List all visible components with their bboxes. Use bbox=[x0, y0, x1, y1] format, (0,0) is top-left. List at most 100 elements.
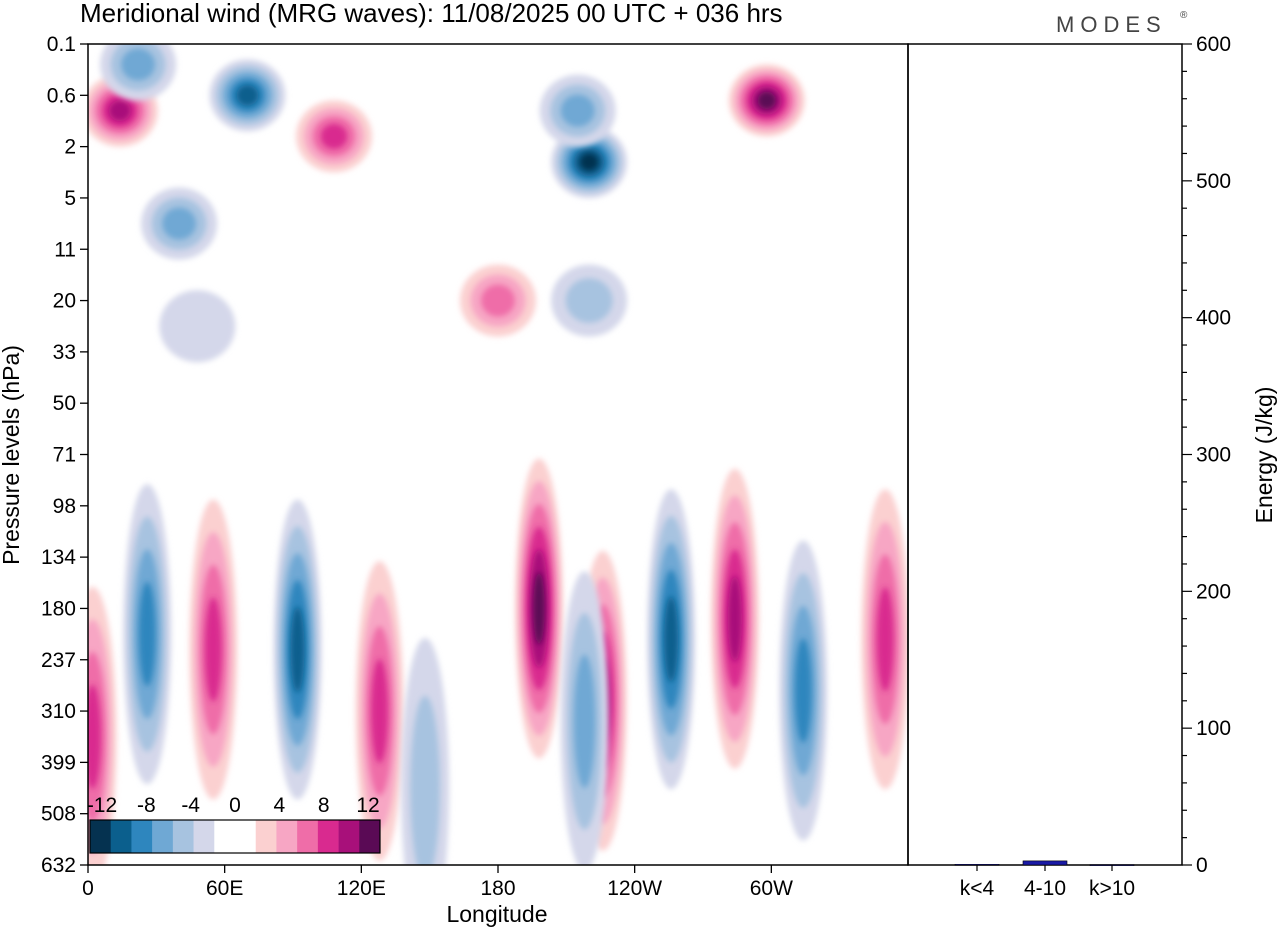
contour-band bbox=[727, 575, 742, 662]
energy-bar bbox=[1022, 860, 1068, 866]
colorbar-swatch bbox=[172, 820, 194, 853]
colorbar-swatch bbox=[276, 820, 298, 853]
y-tick-label: 0.6 bbox=[47, 84, 76, 107]
y-tick-label: 71 bbox=[53, 444, 76, 467]
colorbar-swatch bbox=[359, 820, 381, 853]
contour-feature bbox=[209, 59, 286, 132]
contour-band bbox=[138, 581, 156, 687]
x-axis-label: Longitude bbox=[446, 901, 547, 927]
contour-feature bbox=[460, 264, 536, 337]
contour-feature bbox=[551, 264, 628, 337]
y-tick-label: 508 bbox=[41, 803, 76, 826]
energy-category-label: k<4 bbox=[960, 877, 995, 900]
colorbar-swatch bbox=[235, 820, 257, 853]
energy-axis: 0 100 200 300 400 500 600 bbox=[1182, 33, 1231, 877]
contour-band bbox=[88, 684, 101, 789]
energy-tick-label: 500 bbox=[1196, 170, 1231, 193]
brand-logo: MODES bbox=[1056, 12, 1167, 37]
contour-band bbox=[320, 123, 348, 149]
colorbar-swatch bbox=[338, 820, 360, 853]
y-tick-label: 11 bbox=[54, 238, 76, 261]
energy-tick-label: 0 bbox=[1196, 854, 1208, 877]
contour-band bbox=[371, 658, 388, 764]
contour-feature bbox=[296, 100, 372, 173]
contour-feature bbox=[539, 74, 616, 147]
colorbar-swatch bbox=[110, 820, 132, 853]
wind-anomaly-contours bbox=[88, 44, 908, 865]
colorbar-swatch bbox=[152, 820, 174, 853]
y-tick-label: 399 bbox=[41, 751, 76, 774]
contour-band bbox=[481, 284, 515, 317]
contour-feature bbox=[401, 638, 450, 865]
y-tick-label: 5 bbox=[64, 187, 76, 210]
colorbar-swatch bbox=[214, 820, 236, 853]
colorbar-label: 0 bbox=[229, 794, 241, 817]
y-tick-label: 632 bbox=[41, 854, 76, 877]
energy-tick-label: 200 bbox=[1196, 580, 1231, 603]
colorbar-label: -4 bbox=[181, 794, 200, 817]
x-tick-label: 60W bbox=[750, 877, 793, 900]
colorbar-swatch bbox=[131, 820, 153, 853]
contour-band bbox=[565, 278, 613, 323]
contour-band bbox=[794, 638, 812, 743]
x-tick-label: 120W bbox=[607, 877, 662, 900]
y-tick-label: 98 bbox=[53, 495, 76, 518]
contour-feature bbox=[273, 499, 322, 800]
contour-band bbox=[876, 587, 894, 692]
contour-band bbox=[533, 572, 545, 645]
colorbar-label: -8 bbox=[137, 794, 156, 817]
contour-band bbox=[236, 85, 259, 106]
y-axis-label: Pressure levels (hPa) bbox=[0, 345, 24, 565]
y-tick-label: 237 bbox=[41, 649, 76, 672]
colorbar-label: 4 bbox=[273, 794, 285, 817]
energy-tick-label: 300 bbox=[1196, 444, 1231, 467]
contour-feature bbox=[647, 489, 696, 790]
y-tick-label: 33 bbox=[53, 341, 76, 364]
chart-title: Meridional wind (MRG waves): 11/08/2025 … bbox=[80, 0, 783, 28]
contour-feature bbox=[861, 489, 908, 790]
colorbar-frame bbox=[89, 819, 381, 854]
contour-band bbox=[204, 597, 222, 702]
y-tick-label: 310 bbox=[41, 700, 76, 723]
contour-band bbox=[410, 695, 440, 865]
colorbar-label: 12 bbox=[356, 794, 379, 817]
energy-panel-frame bbox=[907, 43, 1183, 866]
contour-band bbox=[159, 290, 236, 363]
contour-feature bbox=[100, 44, 177, 101]
colorbar-label: -12 bbox=[87, 794, 117, 817]
contour-feature bbox=[728, 64, 805, 137]
longitude-axis: 0 60E 120E 180 120W 60W bbox=[82, 865, 793, 900]
contour-feature bbox=[779, 540, 828, 841]
heatmap-area bbox=[88, 44, 908, 865]
colorbar-swatch bbox=[193, 820, 215, 853]
contour-band bbox=[162, 207, 197, 240]
y-tick-label: 180 bbox=[41, 597, 76, 620]
contour-feature bbox=[355, 561, 404, 862]
contour-feature bbox=[189, 499, 238, 800]
pressure-axis: 0.1 0.6 2 5 11 20 33 50 71 98 134 180 237 310 399 508 63… bbox=[41, 33, 88, 877]
contour-band bbox=[664, 596, 679, 683]
contour-band bbox=[121, 48, 156, 81]
colorbar bbox=[89, 819, 381, 854]
brand-registered-mark: ® bbox=[1180, 10, 1188, 21]
contour-band bbox=[290, 606, 305, 693]
colorbar-label: 8 bbox=[318, 794, 330, 817]
y-tick-label: 134 bbox=[41, 546, 76, 569]
contour-band bbox=[757, 91, 776, 110]
contour-band bbox=[108, 100, 131, 122]
colorbar-swatch bbox=[297, 820, 319, 853]
colorbar-labels: -12 -8 -4 0 4 8 12 bbox=[87, 794, 380, 817]
colorbar-swatch bbox=[317, 820, 339, 853]
contour-feature bbox=[159, 290, 236, 363]
colorbar-swatch bbox=[90, 820, 112, 853]
contour-feature bbox=[560, 571, 609, 865]
x-tick-label: 180 bbox=[480, 877, 515, 900]
y-tick-label: 2 bbox=[64, 136, 76, 159]
contour-band bbox=[579, 153, 599, 171]
contour-feature bbox=[515, 458, 563, 759]
contour-feature bbox=[88, 586, 117, 865]
energy-tick-label: 600 bbox=[1196, 33, 1231, 56]
energy-axis-label: Energy (J/kg) bbox=[1251, 387, 1277, 524]
colorbar-swatch bbox=[255, 820, 277, 853]
